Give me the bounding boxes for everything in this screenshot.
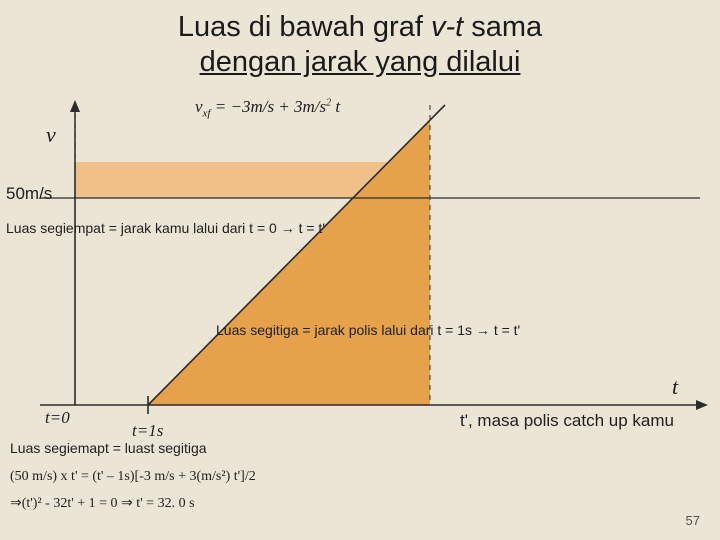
tri-annot: Luas segitiga = jarak polis lalui dari t… (216, 322, 520, 338)
vt-diagram (0, 90, 720, 420)
title-vt: v-t (431, 11, 463, 43)
title-line1b: sama (463, 11, 542, 43)
page-number: 57 (686, 513, 700, 528)
formula-block: Luas segiemapt = luast segitiga (50 m/s)… (10, 438, 256, 515)
title-line1a: Luas di bawah graf (178, 11, 431, 43)
rect-annot: Luas segiempat = jarak kamu lalui dari t… (6, 220, 325, 236)
x-arrow (696, 400, 708, 410)
formula-2: (50 m/s) x t' = (t' – 1s)[-3 m/s + 3(m/s… (10, 466, 256, 488)
y-arrow (70, 100, 80, 112)
t-axis-label: t (672, 374, 678, 400)
vt-svg (0, 90, 720, 420)
slide-title: Luas di bawah graf v-t sama dengan jarak… (0, 10, 720, 80)
formula-3: ⇒(t')² - 32t' + 1 = 0 ⇒ t' = 32. 0 s (10, 493, 256, 515)
y50-label: 50m/s (6, 184, 52, 204)
t0-label: t=0 (45, 408, 70, 428)
formula-1: Luas segiemapt = luast segitiga (10, 438, 256, 460)
v-axis-label: v (46, 122, 56, 148)
title-line2: dengan jarak yang dilalui (200, 46, 521, 78)
tprime-annot: t', t', masa polis catch up kamumasa pol… (460, 411, 674, 431)
